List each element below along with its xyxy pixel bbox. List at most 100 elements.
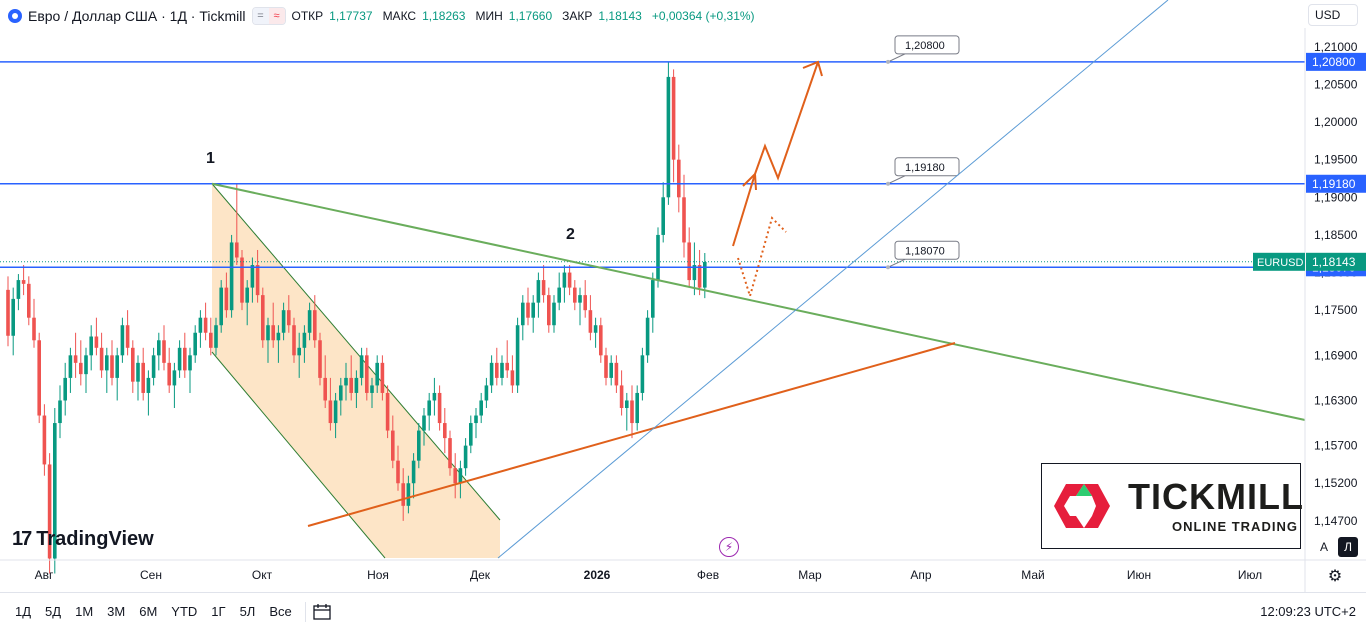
symbol-tag bbox=[1253, 252, 1305, 271]
timeframe-1d[interactable]: 1Д bbox=[15, 604, 32, 619]
time-tick-label: Мар bbox=[798, 568, 822, 582]
level-price-label: 1,20800 bbox=[1312, 55, 1356, 69]
candle-body bbox=[89, 336, 93, 356]
candle-body bbox=[500, 362, 504, 378]
auto-scale-button[interactable]: A bbox=[1314, 537, 1334, 557]
uptrend-line bbox=[307, 342, 956, 527]
candle-body bbox=[110, 355, 114, 378]
candle-body bbox=[131, 347, 135, 382]
timeframe-ytd[interactable]: YTD bbox=[171, 604, 198, 619]
candle-body bbox=[661, 197, 665, 235]
candle-body bbox=[292, 325, 296, 356]
candle-body bbox=[656, 234, 660, 281]
callout-box bbox=[894, 35, 960, 55]
level-price-tag bbox=[1306, 174, 1366, 193]
candle-body bbox=[339, 385, 343, 401]
change-value: +0,00364 (+0,31%) bbox=[651, 9, 755, 23]
currency-selector[interactable]: USD bbox=[1308, 4, 1358, 26]
time-tick-label: Дек bbox=[470, 568, 491, 582]
candle-body bbox=[531, 302, 535, 318]
tickmill-wordmark: TICKMILL bbox=[1128, 476, 1304, 517]
candle-body bbox=[167, 362, 171, 386]
candle-body bbox=[146, 377, 151, 393]
candle-body bbox=[245, 287, 249, 303]
candle-body bbox=[573, 287, 577, 303]
candle-body bbox=[547, 295, 551, 326]
candle-body bbox=[323, 377, 327, 401]
candle-body bbox=[125, 325, 130, 348]
high-label: МАКС bbox=[382, 9, 417, 23]
candle-body bbox=[417, 430, 421, 461]
open-label: ОТКР bbox=[291, 9, 324, 23]
candle-body bbox=[489, 362, 494, 386]
data-status-badge[interactable]: = ≈ bbox=[251, 7, 286, 25]
candle-body bbox=[666, 76, 671, 198]
steep-trend-line bbox=[497, 0, 1169, 559]
candle-body bbox=[141, 362, 145, 393]
candle-body bbox=[172, 370, 177, 386]
symbol-title[interactable]: Евро / Доллар США · 1Д · Tickmill bbox=[28, 8, 246, 24]
time-tick-label: Апр bbox=[910, 568, 932, 582]
candle-body bbox=[354, 377, 359, 393]
timeframe-1m[interactable]: 1М bbox=[75, 604, 94, 619]
candle-body bbox=[313, 310, 317, 341]
candle-body bbox=[255, 265, 260, 296]
time-tick-label: Июл bbox=[1238, 568, 1262, 582]
gear-icon[interactable]: ⚙ bbox=[1327, 568, 1343, 585]
candle-body bbox=[229, 242, 234, 311]
price-tick-label: 1,15200 bbox=[1314, 476, 1358, 490]
badge-equal-icon: = bbox=[252, 8, 269, 24]
timeframe-all[interactable]: Все bbox=[269, 604, 292, 619]
low-value: 1,17660 bbox=[508, 9, 553, 23]
auto-scale-label: A bbox=[1319, 540, 1328, 554]
candle-body bbox=[557, 287, 561, 303]
tradingview-mark-icon: 17 bbox=[12, 528, 32, 550]
price-tick-label: 1,16900 bbox=[1314, 348, 1358, 362]
symbol-legend: Евро / Доллар США · 1Д · Tickmill = ≈ ОТ… bbox=[8, 6, 759, 26]
annotation-2: 2 bbox=[566, 226, 575, 243]
timeframe-3m[interactable]: 3М bbox=[107, 604, 126, 619]
candle-body bbox=[6, 289, 10, 336]
lightning-event-icon[interactable]: ⚡ bbox=[719, 537, 739, 557]
candle-body bbox=[302, 332, 307, 348]
last-price-label: 1,18143 bbox=[1312, 255, 1356, 269]
price-tick-label: 1,15700 bbox=[1314, 439, 1358, 453]
time-tick-label: Авг bbox=[35, 568, 54, 582]
candle-body bbox=[42, 415, 47, 465]
candle-body bbox=[214, 325, 218, 348]
callout-anchor bbox=[886, 181, 890, 186]
candle-body bbox=[583, 295, 587, 311]
timeframe-6m[interactable]: 6М bbox=[139, 604, 158, 619]
price-tick-label: 1,20500 bbox=[1314, 77, 1358, 91]
price-tick-label: 1,19500 bbox=[1314, 153, 1358, 167]
candle-body bbox=[188, 355, 192, 371]
timeframe-1y[interactable]: 1Г bbox=[211, 604, 226, 619]
currency-label: USD bbox=[1315, 8, 1341, 22]
candle-body bbox=[27, 283, 31, 318]
candle-body bbox=[391, 430, 395, 461]
candle-body bbox=[697, 265, 702, 288]
timeframe-5d[interactable]: 5Д bbox=[45, 604, 62, 619]
price-tick-label: 1,20000 bbox=[1314, 115, 1358, 129]
candle-body bbox=[328, 400, 333, 424]
candle-body bbox=[687, 242, 691, 281]
candle-body bbox=[375, 362, 379, 386]
log-scale-button[interactable]: Л bbox=[1338, 537, 1358, 557]
price-tick-label: 1,21000 bbox=[1314, 40, 1358, 54]
timeframe-5y[interactable]: 5Л bbox=[239, 604, 256, 619]
forecast-arrow-1 bbox=[742, 171, 757, 191]
forecast-alt-path bbox=[737, 216, 787, 300]
time-tick-label: Ноя bbox=[367, 568, 389, 582]
callout-label: 1,18070 bbox=[905, 245, 945, 257]
candle-body bbox=[261, 295, 265, 341]
candle-body bbox=[640, 355, 645, 393]
candle-body bbox=[32, 317, 36, 341]
clock[interactable]: 12:09:23 UTC+2 bbox=[1260, 604, 1356, 619]
candle-body bbox=[11, 298, 15, 336]
tickmill-logo: TICKMILL ONLINE TRADING bbox=[1041, 463, 1304, 549]
candle-body bbox=[105, 355, 109, 371]
date-range-icon[interactable] bbox=[312, 603, 332, 621]
candle-body bbox=[287, 310, 291, 326]
